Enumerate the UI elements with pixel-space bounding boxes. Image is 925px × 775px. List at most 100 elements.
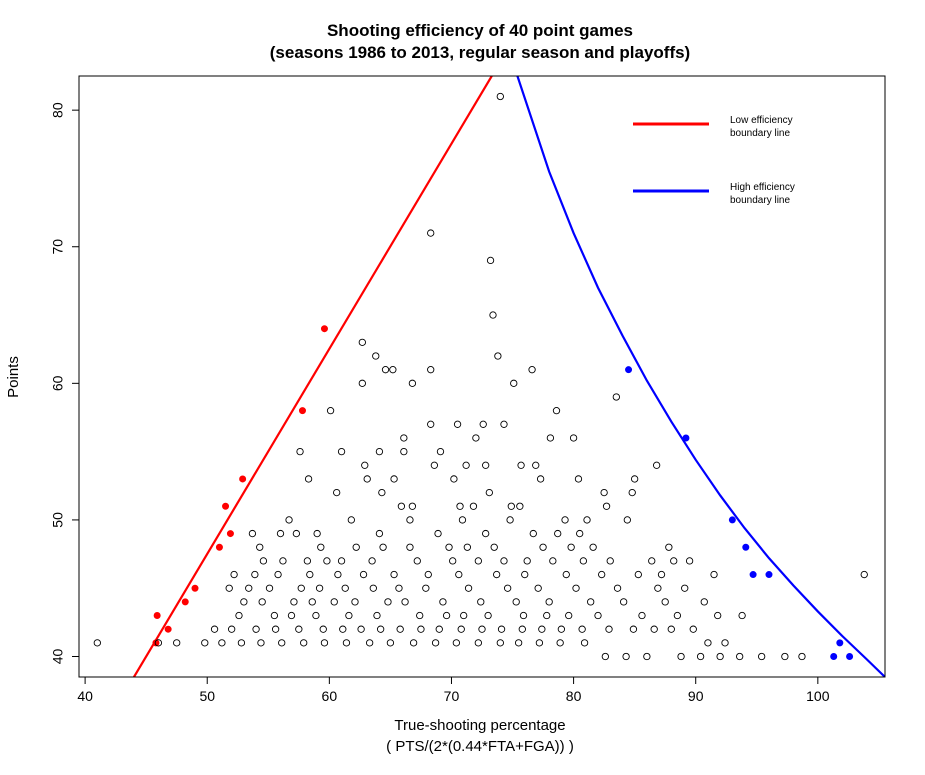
game-point xyxy=(704,639,712,647)
game-point xyxy=(478,625,486,633)
game-point xyxy=(457,625,465,633)
game-point xyxy=(453,420,462,428)
game-point xyxy=(352,543,360,551)
game-point xyxy=(257,639,265,647)
game-point xyxy=(557,625,566,633)
game-point xyxy=(510,379,518,387)
game-point xyxy=(538,625,546,633)
y-tick-label: 40 xyxy=(50,649,66,665)
game-point xyxy=(379,543,387,551)
game-point xyxy=(514,639,523,647)
game-point xyxy=(781,652,789,661)
game-point xyxy=(458,516,467,524)
game-point xyxy=(472,434,480,442)
game-point xyxy=(462,461,470,469)
game-point xyxy=(532,461,540,469)
game-point xyxy=(489,311,497,319)
game-point xyxy=(390,570,398,579)
game-point xyxy=(496,639,504,647)
game-point xyxy=(378,488,386,497)
game-point xyxy=(270,611,279,620)
game-point xyxy=(673,611,682,620)
game-point xyxy=(363,475,371,483)
game-point xyxy=(230,570,238,579)
game-point xyxy=(494,352,502,360)
game-point xyxy=(456,502,464,510)
game-point xyxy=(422,584,430,592)
game-point xyxy=(400,447,408,456)
game-point xyxy=(337,447,346,456)
low-efficiency-boundary-line xyxy=(133,76,493,677)
game-point xyxy=(297,584,305,592)
game-point xyxy=(583,516,591,524)
game-point xyxy=(248,529,257,538)
game-point xyxy=(580,639,589,647)
game-point xyxy=(605,625,613,633)
game-point xyxy=(245,584,253,592)
game-point xyxy=(240,598,248,606)
game-point xyxy=(455,570,463,579)
game-point xyxy=(497,625,506,633)
game-point xyxy=(334,570,342,579)
legend-low-efficiency-label-1: Low efficiency xyxy=(730,115,793,126)
game-point xyxy=(201,639,209,647)
game-point xyxy=(546,434,555,442)
game-point xyxy=(681,584,689,592)
game-point xyxy=(306,570,314,579)
game-point xyxy=(579,557,588,565)
x-tick-label: 50 xyxy=(199,688,215,704)
x-tick-label: 80 xyxy=(566,688,582,704)
x-tick-label: 70 xyxy=(444,688,460,704)
high-efficiency-point xyxy=(625,366,633,374)
game-point xyxy=(397,502,406,510)
game-point xyxy=(716,652,724,661)
game-point xyxy=(308,598,316,606)
game-point xyxy=(401,598,409,606)
game-point xyxy=(565,611,573,620)
game-point xyxy=(460,611,468,620)
game-point xyxy=(521,570,529,579)
game-point xyxy=(235,611,243,620)
game-point xyxy=(631,475,639,483)
game-point xyxy=(408,502,417,510)
game-point xyxy=(710,570,718,579)
game-point xyxy=(292,529,301,538)
x-axis-label: True-shooting percentage xyxy=(394,717,565,734)
low-efficiency-point xyxy=(153,612,161,620)
game-point xyxy=(154,639,163,647)
game-point xyxy=(569,434,578,442)
game-point xyxy=(601,652,609,661)
game-point xyxy=(326,406,335,415)
game-point xyxy=(368,557,376,565)
game-point xyxy=(424,570,432,579)
game-point xyxy=(313,529,321,538)
game-point xyxy=(519,611,528,620)
game-point xyxy=(416,611,424,620)
game-point xyxy=(300,639,308,647)
game-point xyxy=(556,639,564,647)
game-point xyxy=(381,366,390,374)
game-point xyxy=(296,447,304,456)
game-point xyxy=(427,229,435,237)
low-efficiency-point xyxy=(191,584,199,592)
game-point xyxy=(295,625,303,633)
game-point xyxy=(259,557,268,565)
game-point xyxy=(598,570,606,579)
game-point xyxy=(287,611,296,620)
game-point xyxy=(442,611,451,620)
data-points xyxy=(93,92,868,661)
game-point xyxy=(278,639,286,647)
game-point xyxy=(413,557,421,565)
y-tick-label: 70 xyxy=(50,239,66,255)
game-point xyxy=(265,584,274,592)
game-point xyxy=(479,420,487,428)
high-efficiency-boundary-line xyxy=(516,76,885,677)
game-point xyxy=(365,639,374,647)
game-point xyxy=(408,379,417,387)
game-point xyxy=(351,598,359,606)
game-point xyxy=(396,625,404,633)
high-efficiency-point xyxy=(742,543,750,551)
game-point xyxy=(279,557,287,565)
game-point xyxy=(657,570,666,579)
game-point xyxy=(341,584,349,592)
